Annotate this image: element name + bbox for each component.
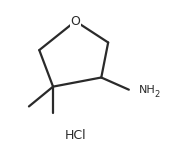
Text: O: O xyxy=(71,15,80,28)
Text: NH: NH xyxy=(139,85,156,95)
Text: 2: 2 xyxy=(154,90,160,99)
Text: HCl: HCl xyxy=(65,129,86,142)
